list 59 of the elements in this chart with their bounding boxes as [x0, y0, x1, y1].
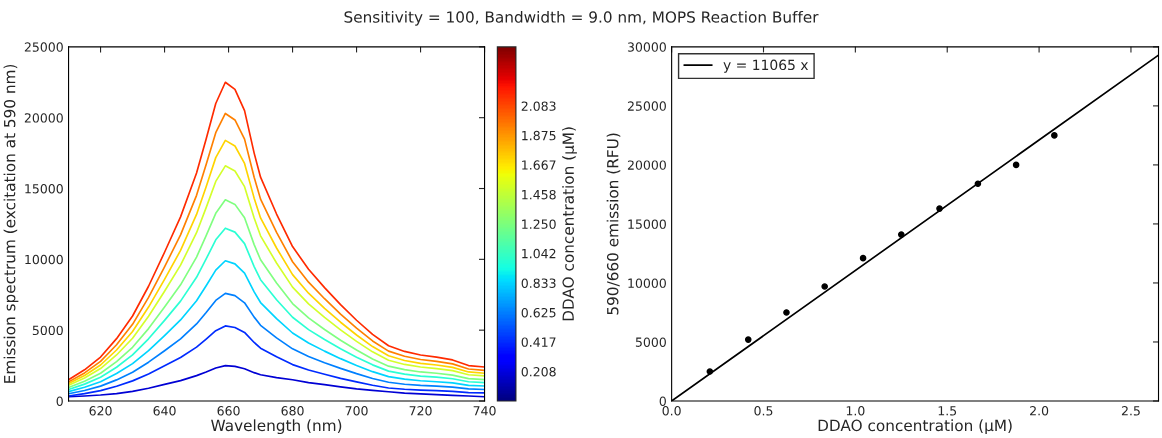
x-tick-label: 680	[281, 406, 304, 416]
y-tick-label: 25000	[627, 101, 666, 111]
x-tick-label: 620	[89, 406, 112, 416]
x-tick-label: 700	[345, 406, 368, 416]
y-tick-label: 20000	[627, 160, 666, 170]
y-tick-label: 0	[659, 396, 666, 406]
y-tick-label: 5000	[32, 325, 63, 336]
color-bar-label: 1.250	[522, 219, 556, 229]
x-tick-label: 720	[409, 406, 432, 416]
point	[974, 180, 982, 188]
y-axis-title: 590/660 emission (RFU)	[606, 133, 621, 315]
x-axis-title: DDAO concentration (μM)	[818, 419, 1012, 435]
x-tick-label: 2.0	[1030, 406, 1049, 416]
x-tick-label: 0.0	[662, 406, 681, 416]
x-tick-label: 0.5	[754, 406, 773, 416]
point	[859, 254, 867, 262]
text: Sensitivity = 100, Bandwidth = 9.0 nm, MOPS Reaction Buffer	[344, 10, 819, 26]
color-bar-label: 1.667	[522, 160, 556, 170]
line-series	[68, 364, 485, 398]
x-axis-title: Wavelength (nm)	[211, 419, 342, 435]
point	[783, 309, 790, 316]
line-series	[68, 227, 485, 391]
y-tick-label: 25000	[24, 42, 63, 52]
point	[1051, 132, 1058, 139]
point	[936, 205, 943, 212]
y-tick-label: 30000	[627, 42, 666, 52]
line-series	[68, 259, 485, 393]
line-series	[68, 325, 485, 397]
color-bar-title: DDAO concentration (μM)	[562, 127, 577, 321]
y-tick-label: 5000	[635, 337, 666, 347]
point	[1012, 161, 1020, 169]
y-tick-label: 20000	[24, 113, 63, 123]
x-tick-label: 660	[217, 406, 240, 416]
color-bar-label: 1.875	[522, 130, 556, 141]
y-tick-label: 10000	[628, 278, 666, 288]
x-tick-label: 2.5	[1121, 406, 1140, 416]
color-bar-label: 0.417	[521, 337, 556, 347]
color-bar-label: 0.208	[521, 367, 556, 377]
x-tick-label: 1.0	[846, 406, 865, 416]
y-axis-title: Emission spectrum (excitation at 590 nm)	[3, 64, 19, 383]
point	[706, 368, 714, 375]
point	[744, 336, 752, 343]
legend-label: y = 11065 x	[723, 59, 809, 73]
line-series	[68, 199, 485, 389]
color-bar-label: 1.458	[522, 189, 556, 200]
x-tick-label: 1.5	[938, 406, 957, 416]
y-tick-label: 0	[56, 396, 63, 406]
color-bar-label: 2.083	[521, 101, 556, 111]
line-series	[68, 292, 485, 395]
y-tick-label: 15000	[25, 183, 63, 194]
color-bar-label: 0.625	[521, 307, 556, 318]
y-tick-label: 15000	[628, 219, 666, 229]
y-tick-label: 10000	[25, 254, 63, 265]
x-tick-label: 740	[473, 406, 496, 416]
point	[898, 231, 905, 238]
color-bar-label: 1.042	[522, 248, 556, 259]
x-tick-label: 640	[153, 406, 176, 416]
color-bar-label: 0.833	[521, 278, 556, 288]
point	[821, 283, 828, 290]
